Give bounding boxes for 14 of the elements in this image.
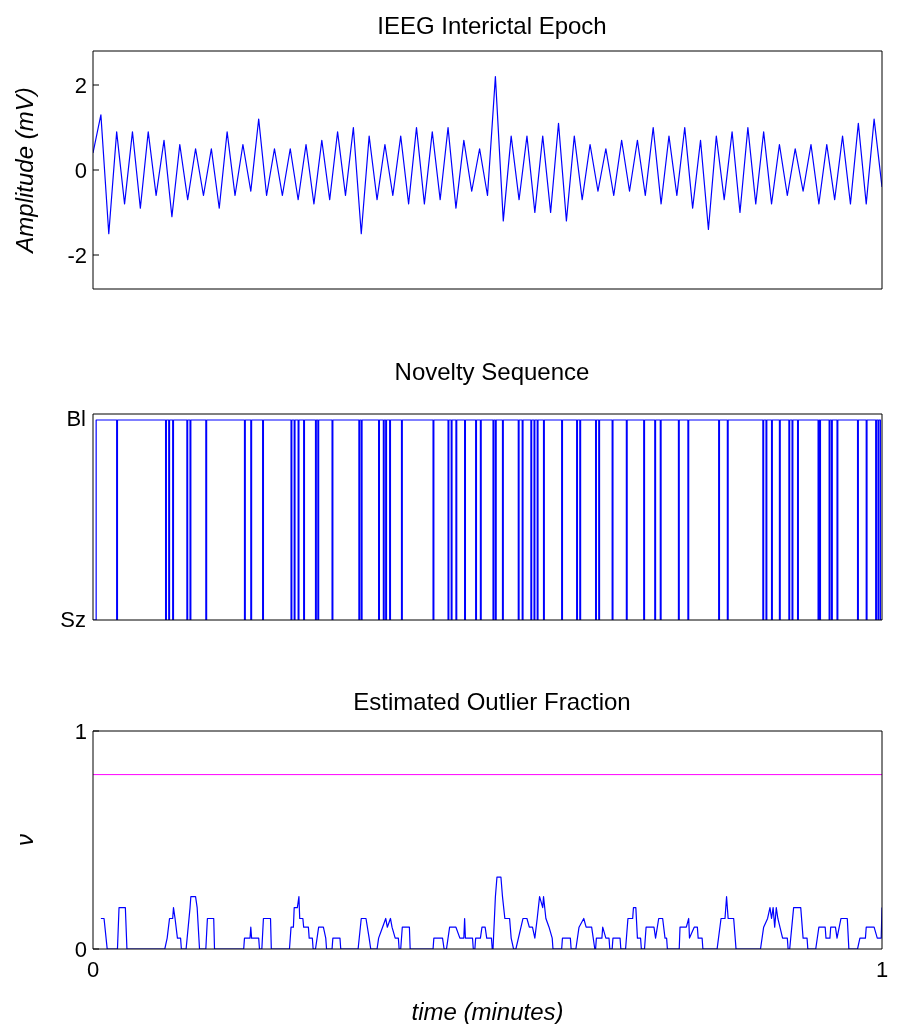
text: Sz — [59, 607, 86, 633]
y-tick-label: 0 — [74, 936, 87, 962]
y-axis-title: Amplitude (mV) — [10, 87, 38, 255]
chart-title: IEEG Interictal Epoch — [376, 11, 608, 41]
chart-title: Novelty Sequence — [393, 357, 591, 387]
y-tick-label: 1 — [74, 718, 87, 744]
y-axis-title: ν — [10, 834, 38, 846]
y-tick-label: 2 — [74, 72, 87, 98]
y-tick-label: -2 — [67, 242, 87, 268]
chart-title: Estimated Outlier Fraction — [352, 687, 632, 717]
y-tick-label: 0 — [74, 157, 87, 183]
line-series — [93, 75, 882, 235]
text: Bl — [65, 406, 86, 433]
line-series — [100, 876, 882, 949]
